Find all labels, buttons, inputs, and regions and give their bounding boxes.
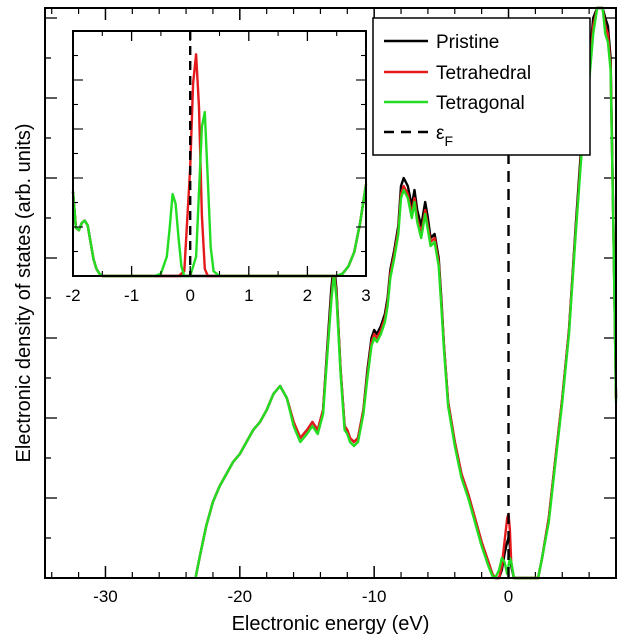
fermi-symbol: ε (436, 123, 445, 144)
inset-x-tick-label: -2 (65, 286, 80, 305)
legend-label-pristine: Pristine (436, 32, 499, 53)
legend: Pristine Tetrahedral Tetragonal εF (372, 17, 591, 156)
x-tick-label: -20 (228, 587, 253, 606)
legend-label-fermi: εF (436, 123, 453, 149)
inset-background (73, 31, 366, 276)
x-tick-label: -30 (93, 587, 118, 606)
fermi-subscript: F (444, 133, 453, 149)
x-tick-label: -10 (362, 587, 387, 606)
series-line-tetragonal (194, 6, 618, 580)
inset-plot: -2 -1 0 1 2 3 (65, 30, 371, 305)
x-axis-title: Electronic energy (eV) (232, 613, 430, 635)
inset-x-tick-label: 1 (244, 286, 253, 305)
main-plot-frame (44, 7, 617, 579)
inset-x-tick-label: 0 (185, 286, 194, 305)
inset-ticks: -2 -1 0 1 2 3 (65, 31, 371, 305)
y-axis-title: Electronic density of states (arb. units… (13, 123, 35, 462)
x-tick-label: 0 (504, 587, 513, 606)
main-series-lines (194, 6, 618, 580)
legend-label-tetrahedral: Tetrahedral (436, 63, 531, 84)
inset-x-tick-label: 2 (303, 286, 312, 305)
inset-x-tick-label: 3 (361, 286, 370, 305)
inset-x-tick-label: -1 (124, 286, 139, 305)
legend-label-tetragonal: Tetragonal (436, 93, 525, 114)
